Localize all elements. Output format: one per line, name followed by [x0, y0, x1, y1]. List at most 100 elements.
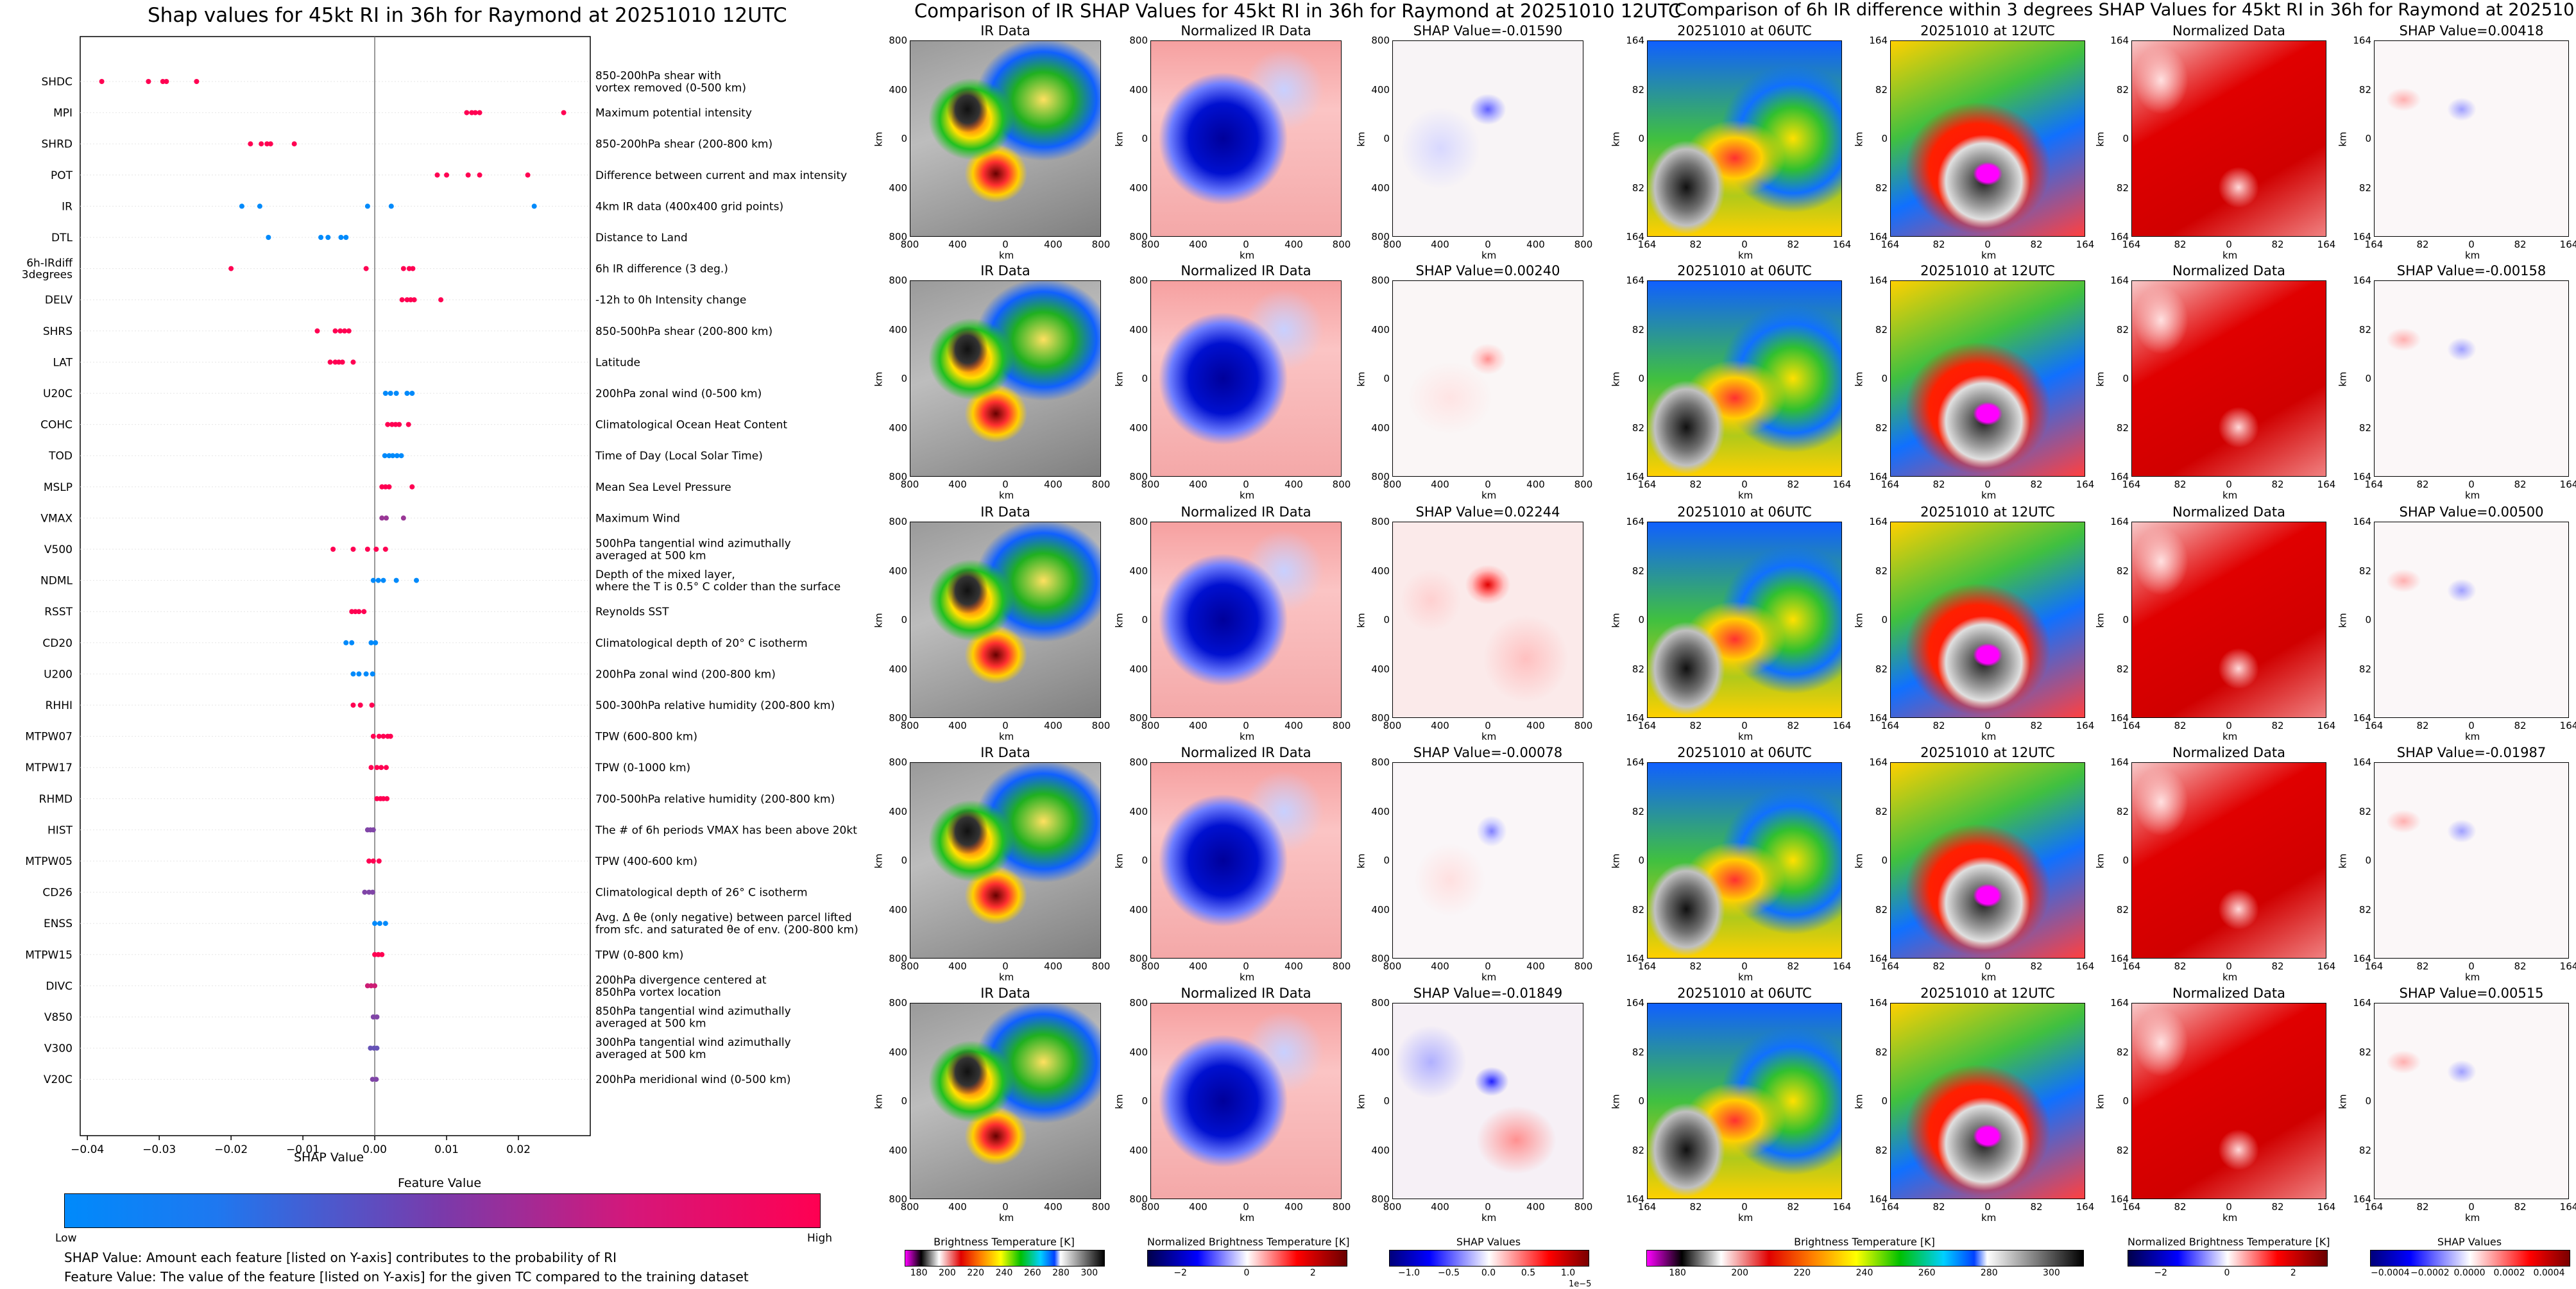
- panel-x-tick: 82: [2030, 960, 2043, 972]
- panel-y-tick: 800: [1129, 471, 1148, 482]
- shap-point: [438, 297, 444, 303]
- irdiff-12utc-panel: [1890, 762, 2085, 959]
- colorbar-tick-label: 0.0004: [2533, 1268, 2565, 1278]
- shap-point: [399, 297, 405, 303]
- panel-y-tick: 82: [1632, 83, 1644, 96]
- shap-point: [364, 547, 370, 552]
- panel-y-tick: 164: [2110, 275, 2129, 286]
- feature-description: 850-200hPa shear (200-800 km): [595, 138, 772, 151]
- panel-x-tick: 800: [900, 720, 919, 731]
- panel-title: 20251010 at 12UTC: [1920, 504, 2055, 520]
- shap-point: [382, 391, 388, 396]
- panel-y-tick: 400: [1129, 323, 1148, 336]
- panel-x-tick: 400: [948, 479, 967, 490]
- panel-y-tick: 0: [901, 133, 907, 144]
- colorbar-tick-label: −0.0004: [2371, 1268, 2410, 1278]
- panel-y-tick: 82: [2116, 83, 2129, 96]
- panel-x-tick: 800: [1091, 479, 1111, 490]
- panel-y-label: km: [1853, 132, 1865, 147]
- panel-x-tick: 164: [1881, 479, 1900, 490]
- shap-point: [375, 952, 381, 957]
- panel-x-label: km: [2222, 971, 2238, 983]
- panel-title: SHAP Value=0.00500: [2399, 504, 2544, 520]
- panel-y-tick: 0: [1638, 855, 1644, 866]
- panel-y-tick: 800: [1371, 712, 1390, 724]
- shap-point: [380, 796, 386, 801]
- panel-y-tick: 164: [1869, 953, 1888, 964]
- feature-label: SHDC: [41, 76, 73, 89]
- shap-point: [357, 703, 363, 708]
- panel-y-tick: 400: [1129, 805, 1148, 817]
- panel-title: SHAP Value=-0.01987: [2396, 745, 2546, 760]
- x-tick-label: 0.00: [363, 1143, 387, 1156]
- panel-y-tick: 800: [889, 756, 907, 768]
- panel-y-tick: 0: [1141, 1095, 1148, 1107]
- shap-point: [164, 79, 169, 84]
- colorbar-tick-label: 180: [1669, 1268, 1686, 1278]
- panel-y-tick: 0: [1141, 133, 1148, 144]
- panel-x-tick: 164: [2122, 1201, 2141, 1213]
- shap-plot-frame: [80, 36, 591, 1136]
- panel-x-label: km: [1240, 490, 1255, 501]
- panel-y-tick: 82: [1632, 1144, 1644, 1156]
- panel-x-label: km: [2465, 250, 2480, 261]
- panel-x-label: km: [2222, 731, 2238, 742]
- panel-x-tick: 400: [1526, 720, 1545, 731]
- panel-y-tick: 800: [1129, 712, 1148, 724]
- panel-y-tick: 400: [889, 1046, 907, 1058]
- panel-x-label: km: [2465, 490, 2480, 501]
- irdiff-nbt-colorbar-label: Normalized Brightness Temperature [K]: [2128, 1236, 2330, 1248]
- panel-x-tick: 0: [1984, 720, 1991, 731]
- panel-x-tick: 82: [2174, 479, 2187, 490]
- panel-x-label: km: [1240, 731, 1255, 742]
- panel-y-label: km: [873, 613, 885, 628]
- panel-y-tick: 400: [1371, 805, 1390, 817]
- shap-point: [374, 765, 380, 771]
- shap-point: [361, 609, 367, 615]
- shap-point: [370, 1077, 375, 1082]
- panel-x-tick: 800: [1141, 720, 1160, 731]
- panel-x-tick: 800: [1574, 239, 1593, 250]
- panel-y-tick: 800: [889, 1193, 907, 1205]
- shap-point: [370, 733, 376, 739]
- panel-y-label: km: [2094, 613, 2106, 628]
- panel-x-tick: 400: [1189, 960, 1207, 972]
- panel-x-tick: 0: [1485, 479, 1491, 490]
- panel-x-tick: 164: [1832, 479, 1852, 490]
- feature-description: 850-500hPa shear (200-800 km): [595, 325, 772, 338]
- panel-y-label: km: [873, 853, 885, 869]
- panel-y-tick: 800: [1371, 231, 1390, 243]
- panel-title: SHAP Value=-0.01590: [1413, 23, 1563, 38]
- panel-x-tick: 0: [1243, 960, 1249, 972]
- shap-point: [376, 733, 382, 739]
- shap-point: [368, 640, 374, 645]
- panel-x-label: km: [1981, 490, 1997, 501]
- panel-x-tick: 400: [1044, 960, 1062, 972]
- colorbar-tick-label: 2: [1309, 1268, 1316, 1278]
- feature-description: Reynolds SST: [595, 606, 669, 619]
- panel-y-tick: 164: [1626, 953, 1644, 964]
- panel-title: SHAP Value=-0.00078: [1413, 745, 1563, 760]
- irdiff-normalized-panel: [2131, 40, 2326, 237]
- normalized-ir-panel: [1150, 40, 1342, 237]
- shap-point: [385, 422, 391, 427]
- shap-point: [382, 921, 388, 926]
- panel-x-tick: 164: [2364, 1201, 2384, 1213]
- panel-x-tick: 164: [2559, 479, 2576, 490]
- colorbar-tick-label: 300: [1080, 1268, 1098, 1278]
- panel-y-tick: 164: [2110, 712, 2129, 724]
- feature-label: ENSS: [44, 918, 73, 930]
- panel-x-tick: 82: [2416, 720, 2429, 731]
- panel-x-tick: 800: [1383, 720, 1402, 731]
- normalized-ir-panel: [1150, 280, 1342, 477]
- panel-y-tick: 164: [2353, 275, 2371, 286]
- panel-x-tick: 800: [1091, 960, 1111, 972]
- shap-point: [364, 983, 370, 989]
- panel-x-tick: 800: [1383, 1201, 1402, 1213]
- shap-point: [373, 547, 379, 552]
- shap-point: [372, 921, 378, 926]
- panel-y-tick: 800: [1129, 997, 1148, 1009]
- panel-x-tick: 164: [1637, 720, 1657, 731]
- panel-title: Normalized Data: [2172, 986, 2285, 1001]
- feature-label: SHRD: [42, 138, 73, 151]
